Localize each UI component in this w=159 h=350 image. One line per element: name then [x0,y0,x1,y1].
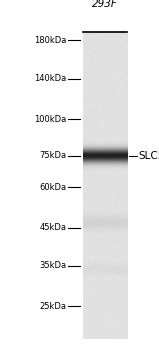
Text: 25kDa: 25kDa [40,302,67,311]
Text: 60kDa: 60kDa [40,183,67,192]
Text: 35kDa: 35kDa [40,261,67,271]
Text: 140kDa: 140kDa [35,74,67,83]
Text: 293F: 293F [92,0,118,9]
Text: 180kDa: 180kDa [34,36,67,45]
Text: 100kDa: 100kDa [35,114,67,124]
Text: 75kDa: 75kDa [40,151,67,160]
Text: SLC5A1: SLC5A1 [138,151,159,161]
Text: 45kDa: 45kDa [40,223,67,232]
